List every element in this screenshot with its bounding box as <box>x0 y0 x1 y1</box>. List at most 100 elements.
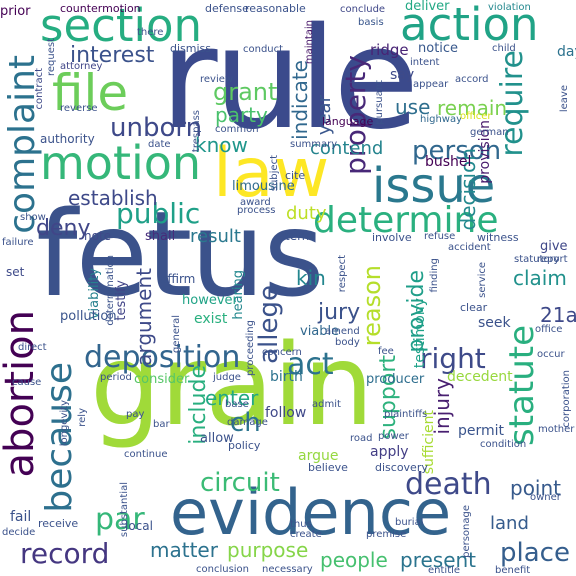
word-statutory: statutory <box>514 254 560 265</box>
word-abortion: abortion <box>0 310 43 478</box>
word-limousine: limousine <box>232 179 295 194</box>
word-dismiss: dismiss <box>170 42 212 55</box>
word-affirm: affirm <box>160 272 196 286</box>
word-conduct: conduct <box>243 44 284 55</box>
word-term: term <box>285 229 314 243</box>
word-however: however <box>182 293 238 308</box>
word-contract: contract <box>34 68 45 110</box>
word-deliver: deliver <box>405 0 450 14</box>
word-respect: respect <box>337 255 348 293</box>
word-issue: issue <box>372 158 496 214</box>
word-corporation: corporation <box>561 370 572 428</box>
word-cause: cause <box>12 377 42 388</box>
word-plaintiffs: plaintiffs <box>384 409 428 420</box>
word-believe: believe <box>308 461 348 474</box>
word-attorney: attorney <box>60 61 103 72</box>
word-condition: condition <box>480 439 527 450</box>
word-road: road <box>350 433 373 444</box>
word-pay: pay <box>126 409 145 420</box>
word-admit: admit <box>312 399 341 410</box>
word-determine: determine <box>313 200 499 241</box>
word-accord: accord <box>455 74 489 85</box>
word-testimony: testimony <box>412 298 428 369</box>
word-hearing: hearing <box>231 270 246 320</box>
word-failure: failure <box>2 237 34 248</box>
word-benefit: benefit <box>495 565 531 576</box>
word-claim: claim <box>513 266 567 290</box>
word-contend: contend <box>310 138 384 159</box>
word-receive: receive <box>38 517 79 530</box>
word-personage: personage <box>461 505 472 558</box>
word-policy: policy <box>228 439 261 452</box>
word-base: base <box>225 399 249 410</box>
word-refuse: refuse <box>424 231 456 242</box>
word-finding: finding <box>429 258 440 293</box>
word-prior: prior <box>0 4 31 19</box>
word-amend: amend <box>325 326 360 337</box>
word-award: award <box>240 197 271 208</box>
word-law: law <box>213 134 330 213</box>
word-reason: reason <box>358 265 386 347</box>
word-subject: subject <box>269 155 280 192</box>
word-21a: 21a <box>540 303 576 327</box>
word-say: say <box>390 67 415 83</box>
word-indicate: indicate <box>288 60 312 140</box>
word-right: right <box>420 342 486 375</box>
word-argument: argument <box>132 268 156 366</box>
word-conclude: conclude <box>340 4 386 15</box>
word-direct: direct <box>18 342 47 353</box>
word-viable: viable <box>300 324 340 339</box>
word-german: german <box>470 127 509 138</box>
word-purpose: purpose <box>227 538 309 562</box>
word-seek: seek <box>478 315 511 331</box>
word-duty: duty <box>286 203 327 224</box>
word-set: set <box>6 265 25 279</box>
word-pollution: pollution <box>60 309 117 324</box>
word-discovery: discovery <box>375 461 428 474</box>
word-clear: clear <box>460 301 488 314</box>
word-necessary: necessary <box>262 564 313 575</box>
word-death: death <box>405 467 492 502</box>
word-know: know <box>195 133 248 157</box>
word-longevity: longevity <box>59 400 70 447</box>
word-kin: kin <box>296 266 326 290</box>
word-leave: leave <box>559 85 570 113</box>
word-action: action <box>400 0 539 51</box>
word-follow: follow <box>265 405 307 421</box>
word-reasonable: reasonable <box>245 2 306 15</box>
word-place: place <box>500 538 570 568</box>
word-general: general <box>171 315 182 354</box>
word-use: use <box>395 95 431 119</box>
word-countermotion: countermotion <box>60 2 141 15</box>
word-record: record <box>20 537 110 570</box>
word-result: result <box>190 226 241 247</box>
word-child: child <box>492 43 516 54</box>
word-language: language <box>322 115 374 128</box>
word-grain: grain <box>90 321 374 451</box>
word-note: note <box>84 229 112 243</box>
word-authority: authority <box>40 132 95 146</box>
word-local: local <box>125 519 153 533</box>
word-damage: damage <box>227 417 268 428</box>
word-date: date <box>148 139 171 150</box>
word-there: there <box>137 27 164 38</box>
word-matter: matter <box>150 538 218 562</box>
word-person: person <box>412 136 502 166</box>
word-defense: defense <box>205 2 249 15</box>
word-shall: shall <box>145 229 176 244</box>
word-period: period <box>100 372 132 383</box>
word-deny: deny <box>36 216 91 241</box>
word-decedent: decedent <box>447 369 513 385</box>
word-unborn: unborn <box>110 113 203 143</box>
word-service: service <box>477 262 488 298</box>
word-consider: consider <box>134 372 190 387</box>
word-occur: occur <box>537 349 565 360</box>
word-support: support <box>376 355 401 440</box>
word-trespass: trespass <box>191 110 202 153</box>
word-grant: grant <box>213 78 278 106</box>
word-allow: allow <box>200 431 234 446</box>
word-argue: argue <box>298 448 339 464</box>
word-body: body <box>335 337 360 348</box>
word-premise: premise <box>366 529 407 540</box>
